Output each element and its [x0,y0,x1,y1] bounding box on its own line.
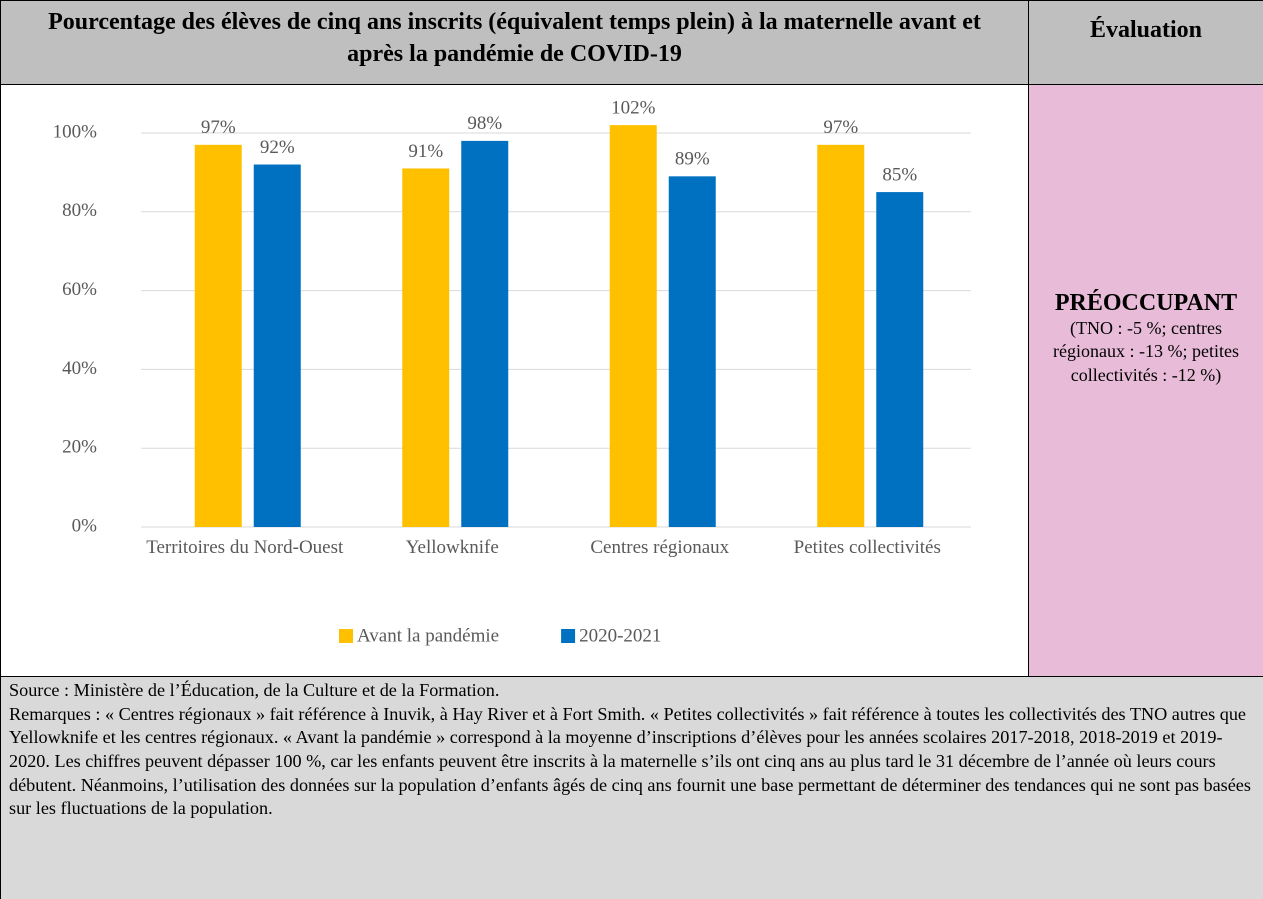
x-tick-label: Territoires du Nord-Ouest [146,537,344,558]
bar [609,125,657,527]
data-label: 92% [260,137,295,158]
bar [668,176,716,527]
data-label: 102% [611,97,656,118]
y-tick-label: 0% [72,515,98,536]
data-label: 89% [675,149,710,170]
bar [402,168,450,527]
remarks: Remarques : « Centres régionaux » fait r… [9,703,1251,819]
source: Source : Ministère de l’Éducation, de la… [9,680,500,700]
legend-label: 2020-2021 [579,625,661,646]
legend-label: Avant la pandémie [357,625,499,646]
evaluation-cell: PRÉOCCUPANT (TNO : -5 %; centres régiona… [1028,84,1263,677]
bar [817,144,865,527]
chart: 0% 20% 40% 60% 80% 100% 97% 92% 91% 98% 102% 89% 97%… [53,97,971,646]
y-tick-label: 80% [62,200,97,221]
rating-details: (TNO : -5 %; centres régionaux : -13 %; … [1053,318,1239,385]
header-title: Pourcentage des élèves de cinq ans inscr… [0,0,1029,85]
data-label: 97% [201,117,236,138]
rating: PRÉOCCUPANT [1054,290,1238,316]
y-tick-label: 40% [62,358,97,379]
bar [194,144,242,527]
x-tick-label: Petites collectivités [793,537,941,558]
legend-swatch [339,629,353,643]
y-tick-label: 100% [53,121,98,142]
y-tick-label: 60% [62,279,97,300]
chart-cell: 0% 20% 40% 60% 80% 100% 97% 92% 91% 98% 102% 89% 97%… [0,84,1029,677]
bar [253,164,301,527]
y-tick-label: 20% [62,437,97,458]
data-label: 98% [467,113,502,134]
data-label: 85% [882,164,917,185]
evaluation-heading: Évaluation [1028,0,1263,85]
legend-swatch [561,629,576,643]
x-tick-label: Centres régionaux [590,537,730,558]
notes: Source : Ministère de l’Éducation, de la… [0,676,1263,899]
data-label: 91% [408,141,443,162]
bar [461,140,509,527]
data-label: 97% [823,117,858,138]
x-tick-label: Yellowknife [405,537,499,558]
bar [876,192,924,527]
